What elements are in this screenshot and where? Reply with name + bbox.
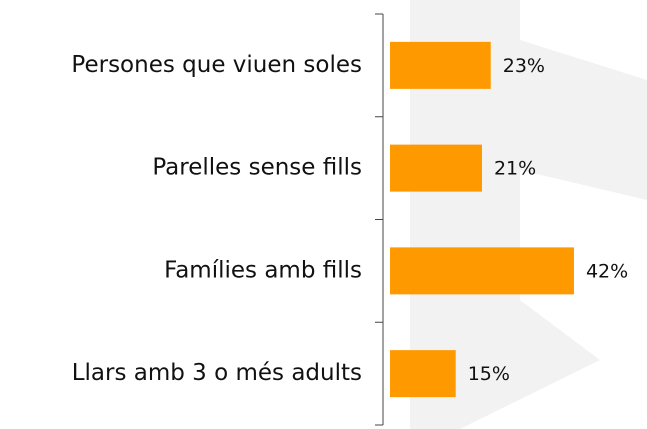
value-label: 15% xyxy=(468,363,510,385)
category-label: Llars amb 3 o més adults xyxy=(72,360,362,386)
value-label: 23% xyxy=(503,55,545,77)
value-label: 21% xyxy=(494,158,536,180)
category-label: Persones que viuen soles xyxy=(71,52,362,78)
bar xyxy=(390,144,482,192)
watermark-shape xyxy=(520,40,647,200)
category-label: Parelles sense fills xyxy=(152,155,362,181)
bar xyxy=(390,41,491,89)
category-label: Famílies amb fills xyxy=(164,257,362,283)
bar xyxy=(390,350,456,398)
watermark-shape xyxy=(410,300,600,429)
value-label: 42% xyxy=(586,260,628,282)
bar xyxy=(390,247,574,295)
